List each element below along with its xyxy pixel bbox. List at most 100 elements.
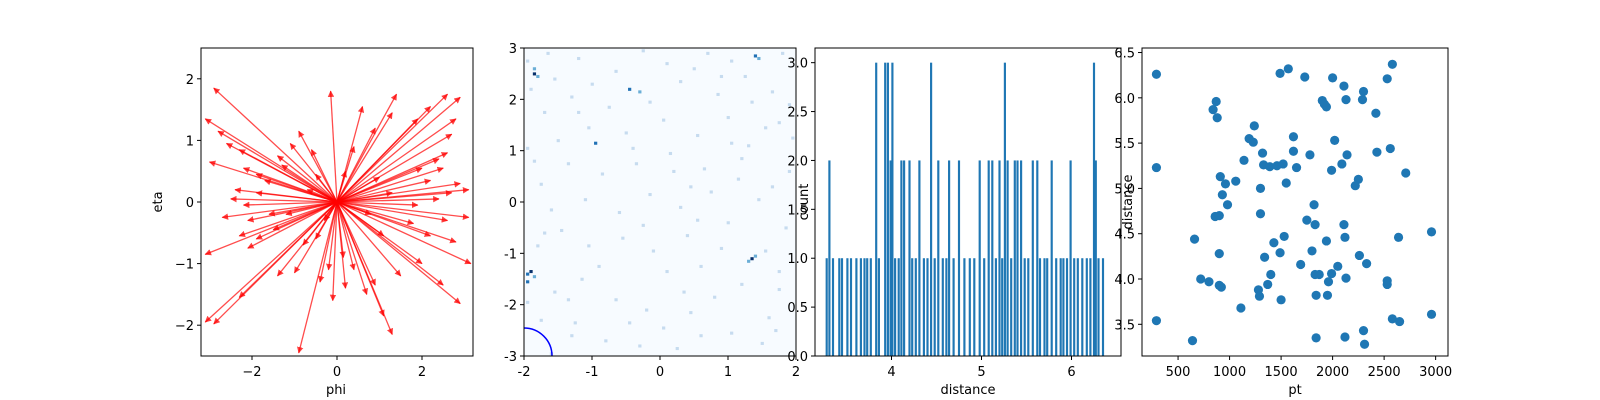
scatter-point xyxy=(1236,303,1246,313)
histogram-bar xyxy=(1023,258,1026,356)
histogram-bars xyxy=(825,62,1105,357)
histogram-bar xyxy=(930,62,933,357)
heatmap-cell xyxy=(750,100,754,104)
heatmap-cell xyxy=(672,169,676,173)
histogram-bar xyxy=(1081,258,1084,356)
heatmap-cell xyxy=(709,190,713,194)
heatmap-cell xyxy=(770,185,775,189)
panel-vector-plot: −2 0 2 −2 −1 0 1 2 phi eta xyxy=(151,47,474,398)
x-axis-label: distance xyxy=(940,383,995,398)
histogram-bar xyxy=(1076,258,1079,356)
scatter-point xyxy=(1208,105,1218,115)
heatmap-cell xyxy=(713,295,717,299)
heatmap-cell xyxy=(719,74,724,79)
heatmap-cell xyxy=(689,311,693,315)
vector-arrow xyxy=(336,152,449,203)
heatmap-cell xyxy=(529,87,533,91)
heatmap-cell xyxy=(638,90,642,94)
y-tick-label: 3.5 xyxy=(1114,318,1135,333)
scatter-point xyxy=(1204,277,1214,287)
y-axis-label: count xyxy=(797,184,812,221)
heatmap-cell xyxy=(532,67,537,71)
vector-arrow xyxy=(336,190,393,203)
scatter-point xyxy=(1393,232,1404,242)
scatter-point xyxy=(1254,291,1265,301)
x-tick-label: 1000 xyxy=(1213,365,1246,380)
x-tick-label: 2 xyxy=(418,365,426,380)
heatmap-cell xyxy=(645,308,649,312)
scatter-point xyxy=(1385,143,1395,154)
heatmap-cell xyxy=(553,77,557,81)
y-tick-label: 1 xyxy=(186,134,194,149)
heatmap-cell xyxy=(628,321,632,325)
histogram-bar xyxy=(825,258,828,356)
heatmap-cell xyxy=(634,162,639,166)
heatmap-cell xyxy=(665,270,669,274)
heatmap-cell xyxy=(730,59,734,63)
heatmap-cell xyxy=(587,244,591,248)
histogram-bar xyxy=(1059,258,1062,356)
scatter-point xyxy=(1220,179,1231,189)
vector-arrow xyxy=(326,201,338,271)
scatter-point xyxy=(1269,238,1279,248)
heatmap-cell xyxy=(679,205,683,209)
x-axis-ticks: 500 1000 1500 2000 2500 3000 xyxy=(1166,356,1452,380)
heatmap-cell xyxy=(583,198,588,202)
heatmap-cell xyxy=(566,162,571,166)
y-axis-ticks: −2 −1 0 1 2 xyxy=(175,73,201,334)
scatter-point xyxy=(1321,102,1332,112)
heatmap-cell xyxy=(536,244,540,248)
histogram-bar xyxy=(987,160,990,356)
heatmap-cell xyxy=(590,82,594,86)
x-tick-label: 2 xyxy=(792,365,800,380)
heatmap-cell xyxy=(719,246,724,250)
y-tick-label: 2 xyxy=(186,73,194,88)
plot-frame xyxy=(814,47,1122,357)
histogram-bar xyxy=(908,160,911,356)
vector-arrow xyxy=(213,201,338,325)
scatter-point xyxy=(1310,220,1320,230)
heatmap-cell xyxy=(641,49,645,53)
vector-arrow xyxy=(336,201,472,265)
scatter-point xyxy=(1151,162,1162,173)
heatmap-cell xyxy=(791,136,795,140)
vector-arrow xyxy=(204,201,338,256)
scatter-point xyxy=(1340,232,1350,242)
heatmap-cell xyxy=(696,133,700,138)
heatmap-cell xyxy=(706,51,710,55)
histogram-bar xyxy=(952,258,955,356)
scatter-point xyxy=(1296,259,1306,270)
x-tick-label: -2 xyxy=(518,365,531,380)
scatter-point xyxy=(1358,86,1369,97)
y-tick-label: 5.0 xyxy=(1114,182,1135,197)
scatter-point xyxy=(1353,174,1363,184)
histogram-bar xyxy=(1006,160,1009,356)
histogram-bar xyxy=(838,258,841,356)
scatter-point xyxy=(1314,269,1324,280)
heatmap-cell xyxy=(556,139,560,143)
heatmap-cell xyxy=(543,231,547,235)
x-tick-label: 0 xyxy=(656,365,664,380)
vector-arrow xyxy=(315,173,338,203)
y-tick-label: −2 xyxy=(175,319,194,334)
histogram-bar xyxy=(869,258,872,356)
heatmap-cell xyxy=(570,95,574,99)
scatter-point xyxy=(1222,200,1233,210)
heatmap-cell xyxy=(787,103,792,107)
heatmap-cell xyxy=(614,298,618,302)
scatter-point xyxy=(1372,147,1382,157)
histogram-bar xyxy=(903,160,906,356)
vector-arrow xyxy=(336,195,440,203)
heatmap-cell xyxy=(526,300,530,304)
histogram-bar xyxy=(877,258,880,356)
heatmap-cell xyxy=(774,329,778,333)
x-axis-ticks: 4 5 6 xyxy=(887,356,1076,380)
y-tick-label: 1.5 xyxy=(787,203,808,218)
heatmap-cell xyxy=(597,264,601,268)
heatmap-cell xyxy=(665,62,669,66)
heatmap-cell xyxy=(753,254,758,258)
heatmap-cell xyxy=(566,298,571,302)
scatter-point xyxy=(1249,121,1259,131)
scatter-point xyxy=(1265,162,1275,172)
heatmap-cell xyxy=(764,126,768,130)
